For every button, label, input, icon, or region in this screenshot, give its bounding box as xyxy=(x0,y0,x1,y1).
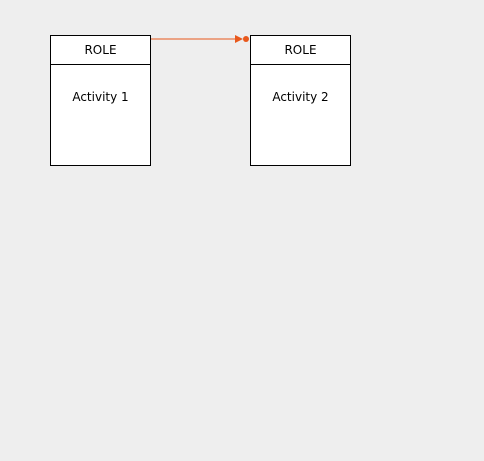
role-header-1[interactable]: ROLE xyxy=(51,36,150,65)
role-lane-1[interactable]: ROLE Activity 1 xyxy=(50,35,151,166)
role-lane-2[interactable]: ROLE Activity 2 xyxy=(250,35,351,166)
activity-1[interactable]: Activity 1 xyxy=(72,90,129,104)
connection-point-icon xyxy=(243,36,249,42)
role-header-2[interactable]: ROLE xyxy=(251,36,350,65)
lane-body-2: Activity 2 xyxy=(251,65,350,165)
lane-body-1: Activity 1 xyxy=(51,65,150,165)
activity-2[interactable]: Activity 2 xyxy=(272,90,329,104)
arrowhead-icon xyxy=(235,35,243,43)
